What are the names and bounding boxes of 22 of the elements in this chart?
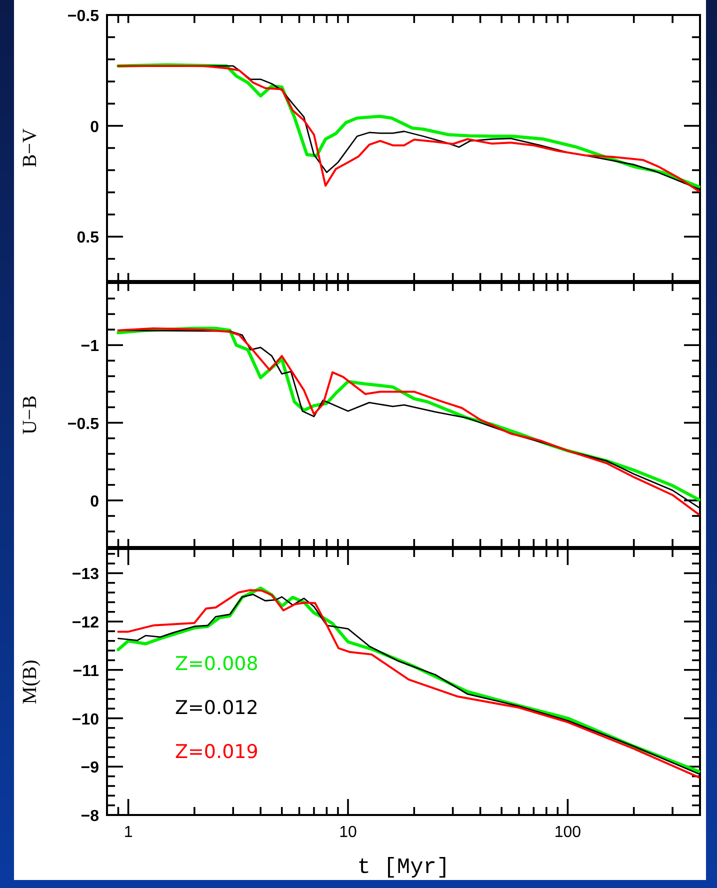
x-tick-label: 10	[339, 824, 358, 841]
series-label: Z=0.008	[175, 653, 258, 675]
x-tick-label: 100	[554, 824, 582, 841]
y-tick-label: −8	[80, 808, 100, 825]
y-tick-label: −9	[80, 760, 100, 777]
y-tick-label: −13	[72, 566, 100, 584]
x-tick-label: 1	[124, 824, 133, 841]
y-tick-label: −10	[72, 711, 100, 728]
text: Z=0.019	[175, 741, 258, 763]
y-tick-label: 0.5	[76, 230, 100, 247]
y-axis-title: B−V	[19, 128, 41, 168]
y-tick-label: −1	[80, 338, 100, 356]
text: Z=0.012	[175, 697, 258, 719]
y-tick-label: 0	[90, 493, 100, 510]
y-axis-title: M(B)	[19, 660, 41, 704]
y-tick-label: −12	[72, 614, 100, 632]
y-axis-title: U−B	[19, 395, 41, 435]
y-tick-label: 0	[90, 118, 100, 136]
y-tick-label: −0.5	[67, 416, 100, 433]
y-tick-label: −11	[72, 662, 100, 680]
y-tick-label: −0.5	[67, 8, 100, 25]
x-axis-title: t [Myr]	[357, 855, 450, 880]
